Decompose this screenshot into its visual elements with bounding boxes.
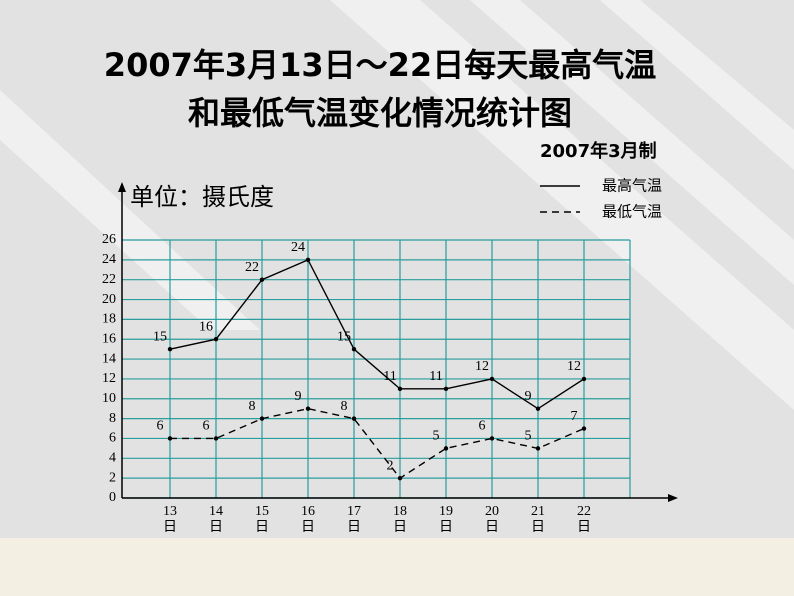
data-point — [443, 446, 449, 451]
data-label: 8 — [341, 399, 348, 414]
y-tick-label: 0 — [109, 490, 116, 505]
y-tick-label: 10 — [102, 391, 116, 406]
data-point — [489, 436, 495, 441]
data-label: 5 — [433, 429, 440, 444]
x-tick-label: 17日 — [347, 504, 361, 535]
data-point — [259, 277, 265, 282]
data-label: 15 — [337, 329, 351, 344]
data-point — [259, 416, 265, 421]
x-tick-label: 20日 — [485, 504, 499, 535]
data-point — [305, 406, 311, 411]
data-label: 8 — [249, 399, 256, 414]
data-label: 22 — [245, 260, 259, 275]
x-tick-label: 21日 — [531, 504, 545, 535]
y-tick-label: 16 — [102, 331, 116, 346]
background-stripes — [0, 0, 794, 410]
y-tick-label: 4 — [109, 451, 116, 466]
x-tick-label: 22日 — [577, 504, 591, 535]
y-tick-label: 8 — [109, 411, 116, 426]
data-label: 2 — [387, 458, 394, 473]
y-tick-label: 22 — [102, 272, 116, 287]
series-line — [169, 258, 585, 410]
x-tick-label: 15日 — [255, 504, 269, 535]
data-point — [305, 257, 311, 263]
data-label: 11 — [383, 369, 396, 384]
x-tick-label: 16日 — [301, 504, 315, 535]
y-tick-label: 20 — [102, 292, 116, 307]
data-point — [213, 436, 219, 441]
data-label: 11 — [429, 369, 442, 384]
data-point — [397, 475, 403, 481]
data-label: 12 — [567, 359, 581, 374]
y-tick-label: 18 — [102, 312, 116, 327]
data-point — [397, 386, 403, 392]
data-label: 6 — [479, 419, 486, 434]
data-point — [489, 376, 495, 382]
data-point — [213, 337, 219, 342]
data-point — [443, 386, 449, 392]
y-tick-label: 14 — [102, 351, 116, 366]
data-point — [535, 446, 541, 451]
data-point — [351, 346, 357, 352]
y-unit-label: 单位：摄氏度 — [130, 183, 274, 211]
data-point — [351, 416, 357, 421]
data-label: 15 — [153, 329, 167, 344]
x-tick-label: 19日 — [439, 504, 453, 535]
data-point — [581, 426, 587, 431]
subtitle: 2007年3月制 — [540, 140, 657, 162]
data-point — [167, 346, 173, 352]
data-point — [535, 406, 541, 411]
data-label: 9 — [295, 389, 302, 404]
data-point — [167, 436, 173, 441]
y-tick-label: 24 — [102, 252, 116, 267]
x-axis-arrow — [668, 494, 678, 502]
data-label: 6 — [157, 419, 164, 434]
data-label: 16 — [199, 319, 213, 334]
y-tick-label: 6 — [109, 431, 116, 446]
bottom-band — [0, 538, 794, 596]
chart-title-line2: 和最低气温变化情况统计图 — [187, 94, 572, 132]
data-label: 7 — [571, 409, 578, 424]
data-label: 9 — [525, 389, 532, 404]
legend-label: 最高气温 — [602, 177, 662, 195]
series-line — [170, 407, 585, 480]
y-tick-label: 2 — [109, 470, 116, 485]
y-tick-label: 26 — [102, 232, 116, 247]
data-label: 5 — [525, 429, 532, 444]
x-tick-label: 18日 — [393, 504, 407, 535]
data-point — [581, 376, 587, 382]
x-tick-label: 14日 — [209, 504, 223, 535]
data-label: 24 — [291, 240, 305, 255]
chart-title: 2007年3月13日～22日每天最高气温 — [103, 46, 657, 84]
y-axis-arrow — [118, 182, 126, 192]
legend-label: 最低气温 — [602, 203, 662, 221]
y-tick-label: 12 — [102, 371, 116, 386]
data-label: 12 — [475, 359, 489, 374]
x-tick-label: 13日 — [163, 504, 177, 535]
data-label: 6 — [203, 419, 210, 434]
